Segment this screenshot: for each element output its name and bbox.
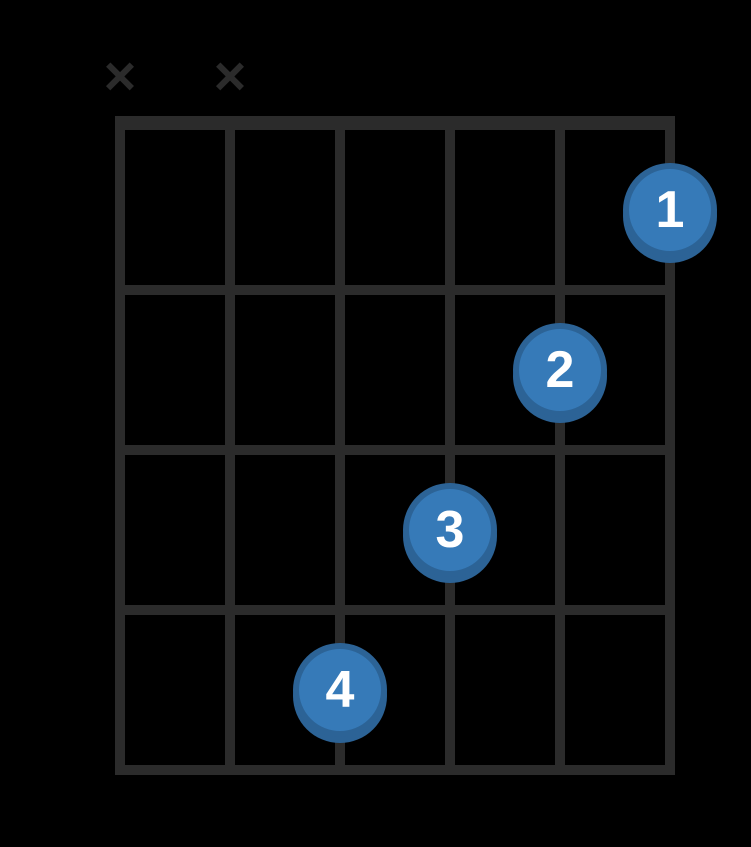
fret-line — [115, 285, 675, 295]
mute-markers-row: ×× — [0, 0, 751, 120]
finger-dot: 4 — [293, 643, 387, 737]
mute-marker: × — [202, 48, 258, 104]
finger-dot: 3 — [403, 483, 497, 577]
finger-dot: 1 — [623, 163, 717, 257]
chord-diagram: ×× 1234 — [0, 0, 751, 847]
nut — [115, 116, 675, 130]
fret-line — [115, 605, 675, 615]
fret-line — [115, 445, 675, 455]
fretboard-grid: 1234 — [120, 130, 670, 770]
finger-dot: 2 — [513, 323, 607, 417]
fret-line — [115, 765, 675, 775]
mute-marker: × — [92, 48, 148, 104]
